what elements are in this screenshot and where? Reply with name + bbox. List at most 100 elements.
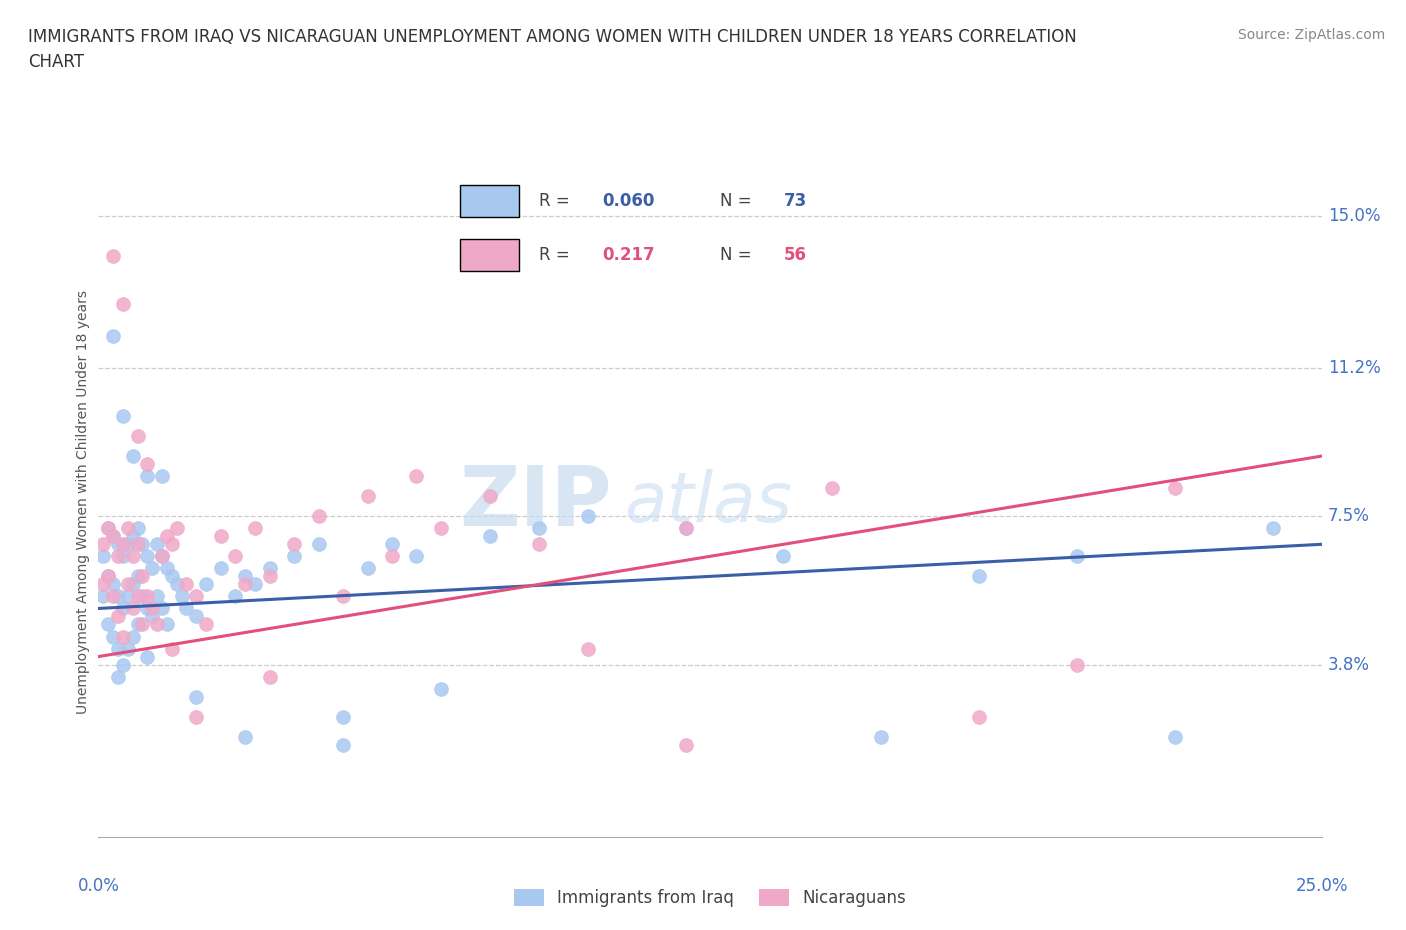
Point bbox=[111, 601, 134, 616]
Point bbox=[675, 521, 697, 536]
Point bbox=[97, 521, 120, 536]
Point bbox=[111, 549, 134, 564]
Point bbox=[127, 569, 149, 584]
Point bbox=[146, 617, 169, 631]
Y-axis label: Unemployment Among Women with Children Under 18 years: Unemployment Among Women with Children U… bbox=[76, 290, 90, 714]
Point bbox=[97, 617, 120, 631]
Point bbox=[195, 577, 218, 591]
Point bbox=[166, 577, 188, 591]
Text: 3.8%: 3.8% bbox=[1327, 656, 1369, 673]
Point bbox=[576, 641, 599, 656]
Point bbox=[967, 569, 990, 584]
Point bbox=[121, 629, 143, 644]
Point bbox=[259, 561, 281, 576]
Point bbox=[160, 537, 183, 551]
Point bbox=[121, 601, 143, 616]
Point bbox=[176, 601, 198, 616]
Point bbox=[101, 248, 124, 263]
Point bbox=[233, 729, 256, 744]
Point bbox=[243, 521, 266, 536]
Point bbox=[283, 537, 305, 551]
Point bbox=[136, 469, 159, 484]
Point bbox=[870, 729, 893, 744]
Point bbox=[131, 569, 153, 584]
Point bbox=[136, 589, 159, 604]
Point bbox=[233, 577, 256, 591]
Point bbox=[160, 641, 183, 656]
Point bbox=[166, 521, 188, 536]
Point bbox=[308, 509, 330, 524]
Point bbox=[967, 710, 990, 724]
Point bbox=[111, 537, 134, 551]
Point bbox=[127, 521, 149, 536]
Point bbox=[121, 448, 143, 463]
Legend: Immigrants from Iraq, Nicaraguans: Immigrants from Iraq, Nicaraguans bbox=[506, 881, 914, 916]
Point bbox=[233, 569, 256, 584]
Point bbox=[150, 601, 173, 616]
Point bbox=[141, 561, 163, 576]
Point bbox=[675, 737, 697, 752]
Point bbox=[332, 737, 354, 752]
Point bbox=[107, 670, 129, 684]
Point bbox=[1066, 658, 1088, 672]
Text: 7.5%: 7.5% bbox=[1327, 507, 1369, 525]
Point bbox=[117, 641, 139, 656]
Point bbox=[127, 537, 149, 551]
Point bbox=[405, 469, 427, 484]
Point bbox=[209, 529, 232, 544]
Point bbox=[111, 658, 134, 672]
Point bbox=[527, 521, 550, 536]
Point bbox=[146, 589, 169, 604]
Point bbox=[1164, 729, 1187, 744]
Point bbox=[101, 577, 124, 591]
Point bbox=[107, 589, 129, 604]
Point bbox=[356, 489, 378, 504]
Point bbox=[97, 521, 120, 536]
Point bbox=[308, 537, 330, 551]
Point bbox=[186, 710, 208, 724]
Point bbox=[107, 549, 129, 564]
Point bbox=[97, 569, 120, 584]
Point bbox=[430, 681, 453, 696]
Point bbox=[136, 457, 159, 472]
Point bbox=[195, 617, 218, 631]
Point bbox=[405, 549, 427, 564]
Text: ZIP: ZIP bbox=[460, 461, 612, 543]
Point bbox=[156, 617, 179, 631]
Point bbox=[91, 537, 114, 551]
Point bbox=[121, 577, 143, 591]
Point bbox=[101, 529, 124, 544]
Point bbox=[107, 609, 129, 624]
Point bbox=[283, 549, 305, 564]
Point bbox=[170, 589, 193, 604]
Point bbox=[675, 521, 697, 536]
Text: 11.2%: 11.2% bbox=[1327, 359, 1381, 377]
Point bbox=[772, 549, 794, 564]
Point bbox=[127, 589, 149, 604]
Point bbox=[1261, 521, 1284, 536]
Point bbox=[356, 561, 378, 576]
Point bbox=[176, 577, 198, 591]
Point bbox=[224, 589, 246, 604]
Point bbox=[332, 589, 354, 604]
Point bbox=[121, 549, 143, 564]
Point bbox=[91, 589, 114, 604]
Point bbox=[821, 481, 844, 496]
Point bbox=[101, 529, 124, 544]
Point bbox=[111, 408, 134, 423]
Point bbox=[527, 537, 550, 551]
Point bbox=[131, 537, 153, 551]
Point bbox=[121, 529, 143, 544]
Point bbox=[186, 689, 208, 704]
Point bbox=[186, 609, 208, 624]
Point bbox=[224, 549, 246, 564]
Point bbox=[576, 509, 599, 524]
Point bbox=[156, 529, 179, 544]
Point bbox=[91, 549, 114, 564]
Point bbox=[117, 537, 139, 551]
Text: Source: ZipAtlas.com: Source: ZipAtlas.com bbox=[1237, 28, 1385, 42]
Point bbox=[381, 537, 404, 551]
Point bbox=[141, 601, 163, 616]
Point bbox=[146, 537, 169, 551]
Text: 0.0%: 0.0% bbox=[77, 877, 120, 896]
